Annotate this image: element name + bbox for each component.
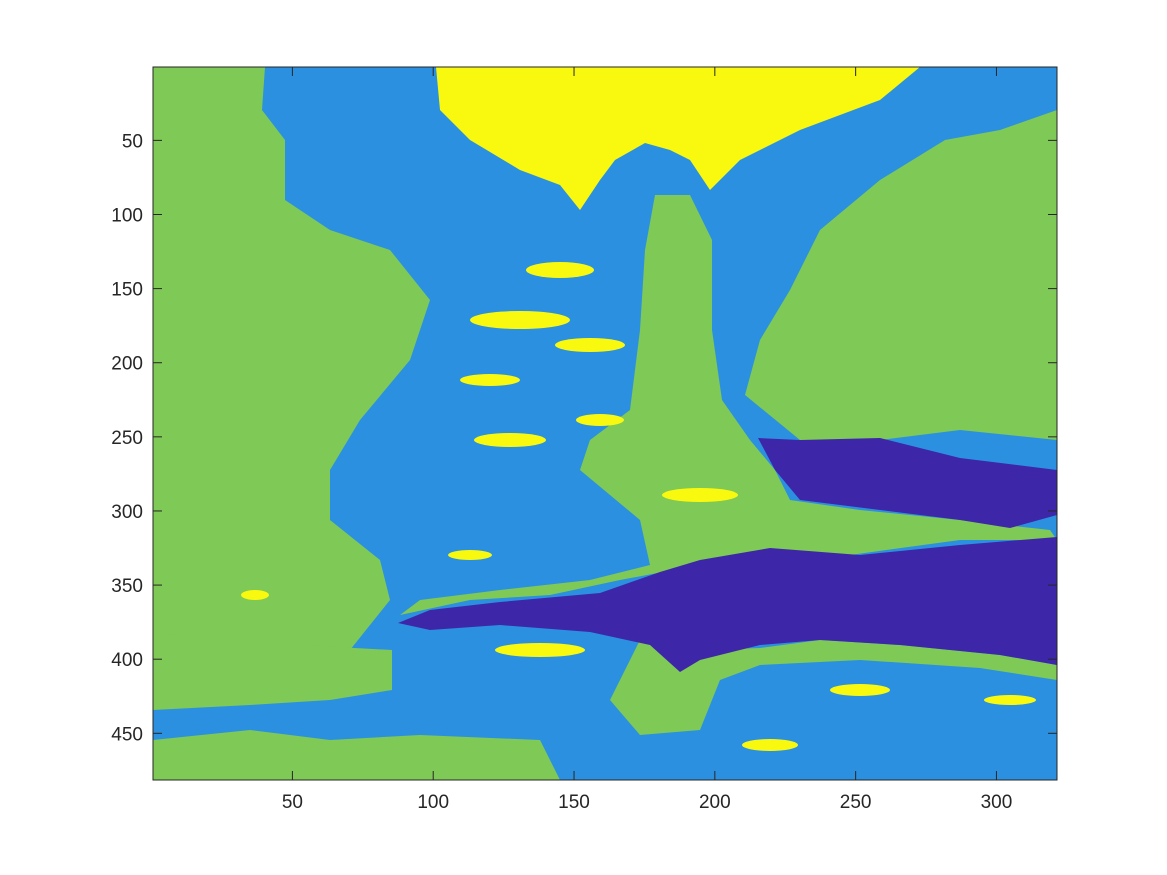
y-axis-ticks: 50 100 150 200 250 300 350 400 450 — [111, 131, 1057, 745]
left-green-band — [153, 67, 430, 655]
upper-right-lobe — [758, 438, 1057, 528]
x-tick-label: 300 — [981, 792, 1013, 813]
yellow-spot — [526, 262, 594, 278]
bottom-center-green — [610, 640, 1057, 735]
left-lower-green — [153, 630, 392, 710]
top-yellow-region — [436, 67, 920, 210]
yellow-spot — [742, 739, 798, 751]
y-tick-label: 100 — [111, 205, 143, 226]
yellow-spot — [474, 433, 546, 447]
yellow-regions — [241, 67, 1036, 751]
yellow-spot — [984, 695, 1036, 705]
green-regions — [153, 67, 1057, 780]
y-tick-label: 50 — [122, 131, 143, 152]
x-axis-ticks: 50 100 150 200 250 300 — [282, 67, 1012, 813]
y-tick-label: 250 — [111, 428, 143, 449]
yellow-spot — [555, 338, 625, 352]
lower-horizontal-lobe — [398, 537, 1057, 672]
yellow-spot — [241, 590, 269, 600]
right-green-band — [745, 110, 1057, 440]
yellow-spot — [576, 414, 624, 426]
heatmap-plot-area — [153, 67, 1057, 780]
x-tick-label: 150 — [558, 792, 590, 813]
dark-lobes — [398, 438, 1057, 672]
y-tick-label: 450 — [111, 724, 143, 745]
x-tick-label: 250 — [840, 792, 872, 813]
yellow-spot — [662, 488, 738, 502]
yellow-spot — [495, 643, 585, 657]
yellow-spot — [448, 550, 492, 560]
y-tick-label: 150 — [111, 280, 143, 301]
yellow-spot — [830, 684, 890, 696]
x-tick-label: 50 — [282, 792, 303, 813]
y-tick-label: 350 — [111, 576, 143, 597]
yellow-spot — [470, 311, 570, 329]
bottom-left-green — [153, 730, 560, 780]
y-tick-label: 200 — [111, 354, 143, 375]
y-tick-label: 300 — [111, 502, 143, 523]
yellow-spot — [460, 374, 520, 386]
axes-frame — [152, 66, 1058, 781]
y-tick-label: 400 — [111, 650, 143, 671]
central-stem — [400, 195, 1057, 615]
x-tick-label: 200 — [699, 792, 731, 813]
x-tick-label: 100 — [417, 792, 449, 813]
